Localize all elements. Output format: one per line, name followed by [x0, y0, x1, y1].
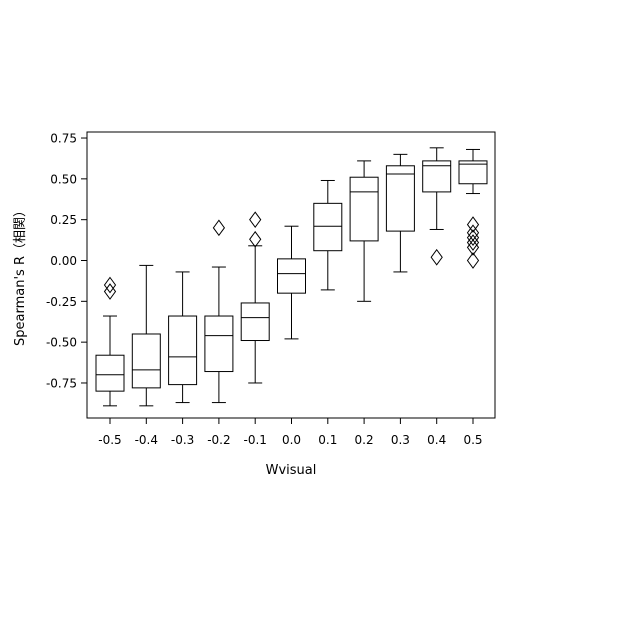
box-group-0	[96, 277, 124, 405]
x-tick-label-9: 0.4	[427, 433, 446, 447]
y-axis-label: Spearman's R（相関）	[13, 204, 28, 346]
box-group-10	[459, 149, 487, 268]
x-tick-label-6: 0.1	[318, 433, 337, 447]
y-axis: 0.75 0.50 0.25 0.00 -0.25 -0.50 -0.75	[46, 132, 87, 391]
box-8	[386, 166, 414, 231]
outlier-0-1	[105, 284, 116, 299]
box-group-9	[423, 148, 451, 265]
box-group-3	[205, 220, 233, 402]
box-7	[350, 177, 378, 241]
x-tick-label-5: 0.0	[282, 433, 301, 447]
box-group-6	[314, 180, 342, 289]
x-tick-label-1: -0.4	[135, 433, 158, 447]
outlier-4-0	[250, 212, 261, 227]
y-tick-label-1: 0.50	[50, 172, 77, 186]
x-tick-label-8: 0.3	[391, 433, 410, 447]
y-tick-label-4: -0.25	[46, 295, 77, 309]
box-series	[96, 148, 487, 406]
x-tick-label-0: -0.5	[98, 433, 121, 447]
box-group-5	[278, 226, 306, 339]
x-tick-label-2: -0.3	[171, 433, 194, 447]
box-6	[314, 203, 342, 250]
box-3	[205, 316, 233, 372]
box-2	[169, 316, 197, 385]
box-group-4	[241, 212, 269, 383]
outlier-9-0	[431, 250, 442, 265]
y-tick-label-0: 0.75	[50, 132, 77, 146]
box-5	[278, 259, 306, 293]
x-axis-label: Wvisual	[266, 463, 317, 478]
outlier-4-1	[250, 232, 261, 247]
x-tick-label-10: 0.5	[463, 433, 482, 447]
x-axis: -0.5 -0.4 -0.3 -0.2 -0.1 0.0 0.1 0.2 0.3 0.4 0.5	[98, 418, 482, 447]
box-0	[96, 355, 124, 391]
outlier-0-0	[105, 277, 116, 292]
y-tick-label-3: 0.00	[50, 254, 77, 268]
box-1	[132, 334, 160, 388]
x-tick-label-4: -0.1	[243, 433, 266, 447]
x-tick-label-3: -0.2	[207, 433, 230, 447]
y-tick-label-5: -0.50	[46, 336, 77, 350]
box-group-1	[132, 265, 160, 405]
outlier-3-0	[213, 220, 224, 235]
box-group-2	[169, 272, 197, 403]
y-tick-label-6: -0.75	[46, 376, 77, 390]
x-tick-label-7: 0.2	[355, 433, 374, 447]
y-tick-label-2: 0.25	[50, 213, 77, 227]
box-group-8	[386, 154, 414, 272]
box-group-7	[350, 161, 378, 301]
outlier-10-3	[468, 235, 479, 250]
box-4	[241, 303, 269, 341]
